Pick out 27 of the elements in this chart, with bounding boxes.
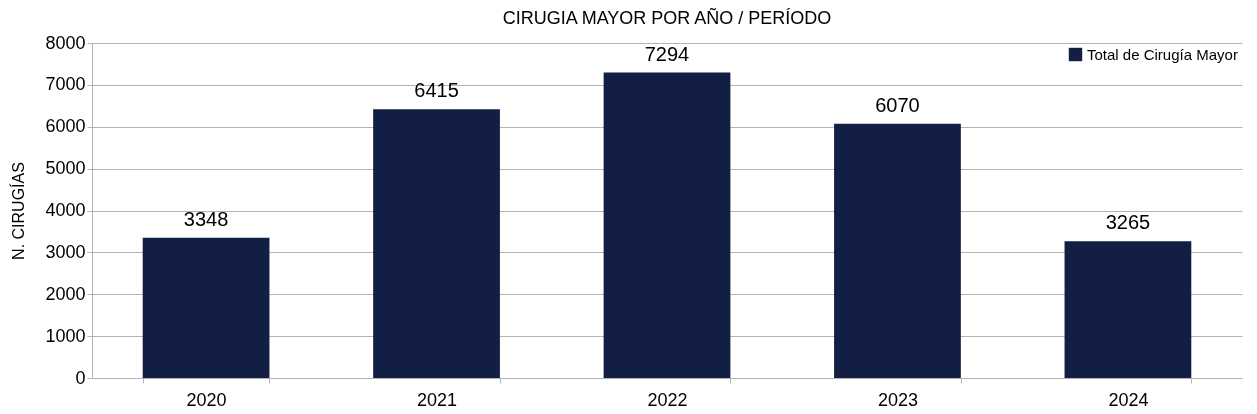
x-tick-label: 2022 <box>647 389 688 410</box>
y-tick-label: 2000 <box>45 283 86 304</box>
chart-title: CIRUGIA MAYOR POR AÑO / PERÍODO <box>502 7 832 28</box>
y-tick-label: 3000 <box>45 241 86 262</box>
y-tick-label: 5000 <box>45 158 86 179</box>
y-axis-title: N. CIRUGÍAS <box>9 162 28 260</box>
data-label: 6070 <box>875 93 920 116</box>
y-tick-label: 1000 <box>45 325 86 346</box>
y-tick-label: 4000 <box>45 200 86 220</box>
y-tick-label: 7000 <box>45 74 86 95</box>
data-label: 6415 <box>414 79 459 102</box>
bar <box>834 123 961 378</box>
data-label: 3265 <box>1105 211 1151 234</box>
y-tick-label: 8000 <box>45 32 86 53</box>
y-tick-label: 6000 <box>45 116 86 137</box>
bar <box>603 72 731 378</box>
x-tick-label: 2021 <box>417 389 458 410</box>
data-label: 3348 <box>183 207 229 230</box>
x-tick-label: 2024 <box>1108 389 1149 410</box>
bar <box>1064 241 1192 378</box>
x-tick-label: 2020 <box>186 389 227 410</box>
y-tick-label: 0 <box>75 367 86 388</box>
data-label: 7294 <box>644 42 690 65</box>
legend-label: Total de Cirugía Mayor <box>1087 45 1238 63</box>
bar <box>373 109 500 378</box>
bar <box>142 237 270 378</box>
x-tick-label: 2023 <box>877 389 918 410</box>
